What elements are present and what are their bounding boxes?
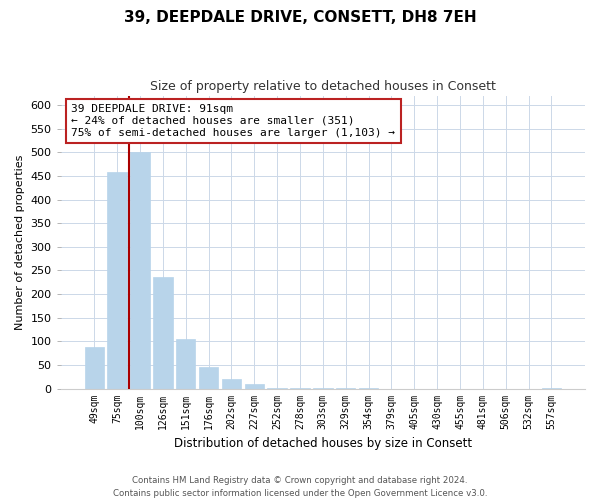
Bar xyxy=(130,152,149,388)
Bar xyxy=(221,379,241,388)
Text: 39 DEEPDALE DRIVE: 91sqm
← 24% of detached houses are smaller (351)
75% of semi-: 39 DEEPDALE DRIVE: 91sqm ← 24% of detach… xyxy=(71,104,395,138)
Bar xyxy=(85,347,104,389)
Title: Size of property relative to detached houses in Consett: Size of property relative to detached ho… xyxy=(150,80,496,93)
Y-axis label: Number of detached properties: Number of detached properties xyxy=(15,154,25,330)
Text: 39, DEEPDALE DRIVE, CONSETT, DH8 7EH: 39, DEEPDALE DRIVE, CONSETT, DH8 7EH xyxy=(124,10,476,25)
Bar xyxy=(107,172,127,388)
Bar xyxy=(176,339,196,388)
X-axis label: Distribution of detached houses by size in Consett: Distribution of detached houses by size … xyxy=(174,437,472,450)
Bar xyxy=(153,276,173,388)
Bar xyxy=(245,384,264,388)
Text: Contains HM Land Registry data © Crown copyright and database right 2024.
Contai: Contains HM Land Registry data © Crown c… xyxy=(113,476,487,498)
Bar xyxy=(199,368,218,388)
